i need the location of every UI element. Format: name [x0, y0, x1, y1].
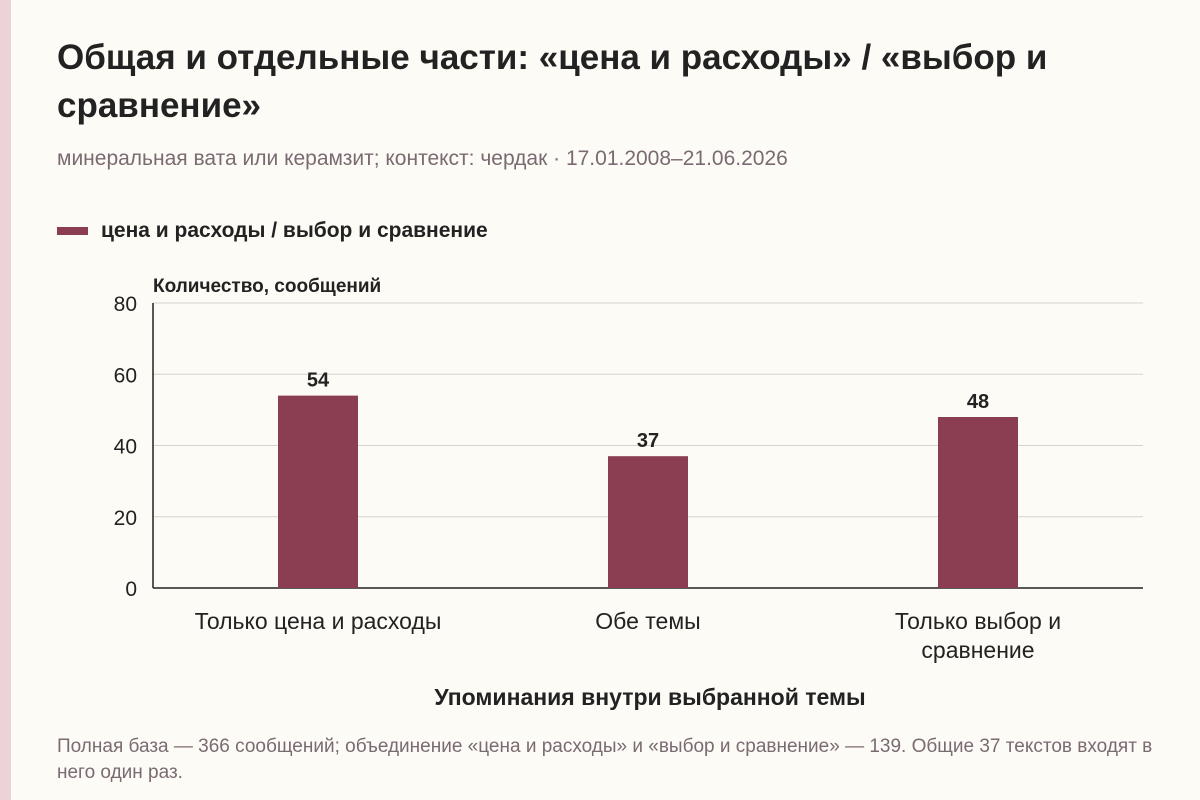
x-tick-label: Только выбор и сравнение — [895, 608, 1061, 663]
y-tick-label: 80 — [114, 293, 137, 316]
y-axis-label: Количество, сообщений — [153, 276, 381, 297]
legend-swatch — [57, 227, 88, 235]
legend-label: цена и расходы / выбор и сравнение — [101, 219, 488, 242]
x-tick-labels: Только цена и расходы Обе темы Только выбо… — [195, 608, 1062, 663]
y-tick-label: 20 — [114, 507, 137, 530]
y-tick-label: 0 — [125, 578, 137, 601]
data-labels: 54 37 48 — [307, 370, 989, 453]
bar-value-label: 54 — [307, 370, 330, 392]
bar-chart: Количество, сообщений 0 20 40 60 80 54 37 48 Т… — [114, 276, 1143, 663]
bar-value-label: 37 — [637, 430, 659, 452]
bar — [278, 395, 358, 588]
y-tick-labels: 0 20 40 60 80 — [114, 293, 137, 601]
x-tick-label: Обе темы — [595, 608, 700, 634]
chart-subtitle: минеральная вата или керамзит; контекст:… — [57, 147, 788, 170]
bar-value-label: 48 — [967, 391, 989, 413]
x-axis-label: Упоминания внутри выбранной темы — [434, 684, 866, 710]
bar — [938, 417, 1018, 588]
chart-title: Общая и отдельные части: «цена и расходы… — [57, 38, 1048, 125]
x-tick-label: Только цена и расходы — [195, 608, 442, 634]
bars — [278, 395, 1018, 588]
y-tick-label: 40 — [114, 436, 137, 459]
legend: цена и расходы / выбор и сравнение — [57, 219, 488, 243]
footnote: Полная база — 366 сообщений; объединение… — [57, 736, 1153, 783]
left-accent-stripe — [0, 0, 11, 800]
bar — [608, 456, 688, 588]
y-tick-label: 60 — [114, 364, 137, 387]
